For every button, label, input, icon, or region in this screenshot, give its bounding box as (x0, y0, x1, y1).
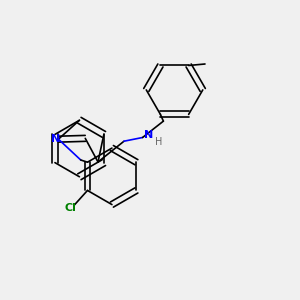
Text: N: N (51, 134, 60, 144)
Text: Cl: Cl (64, 203, 76, 213)
Text: H: H (155, 137, 163, 147)
Text: N: N (144, 130, 153, 140)
